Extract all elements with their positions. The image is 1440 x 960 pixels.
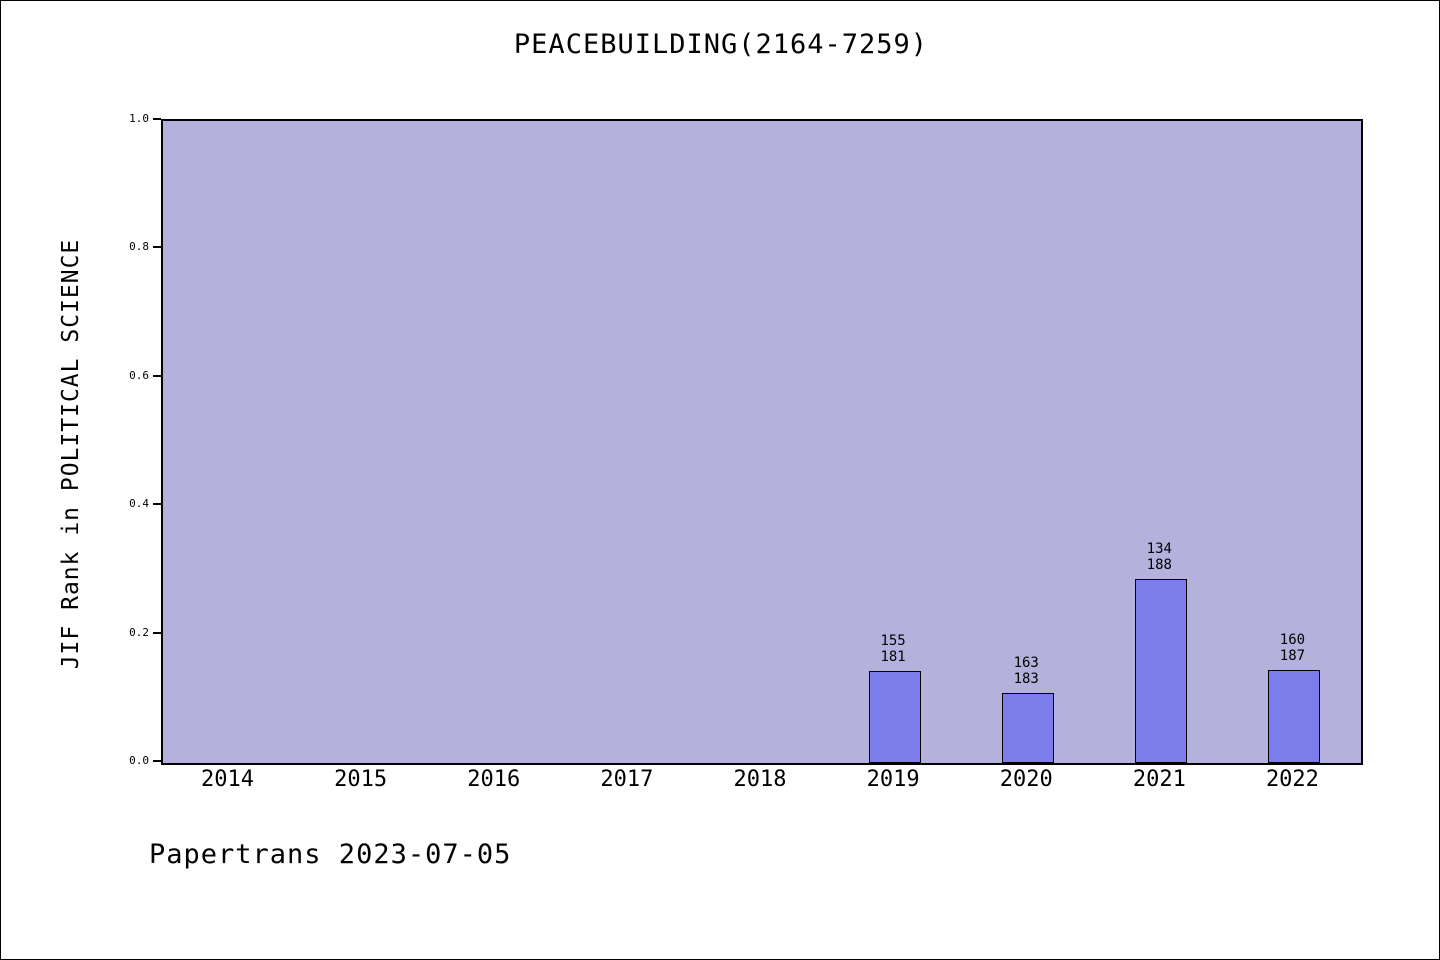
bar-annotation-2019: 155 181 <box>853 633 933 665</box>
y-tick-mark <box>153 760 161 762</box>
plot-area <box>161 119 1363 765</box>
bar-total-value: 183 <box>1013 670 1039 687</box>
bar-annotation-2021: 134 188 <box>1119 541 1199 573</box>
y-tick-mark <box>153 118 161 120</box>
x-tick-label: 2017 <box>600 767 654 792</box>
y-tick-mark <box>153 246 161 249</box>
bar-2022 <box>1268 670 1321 763</box>
y-tick-label: 0.2 <box>129 625 149 639</box>
bar-2020 <box>1002 692 1055 763</box>
x-tick-label: 2018 <box>733 767 787 792</box>
bar-annotation-2020: 163 183 <box>986 655 1066 687</box>
y-tick-label: 0.4 <box>129 497 149 511</box>
bar-2021 <box>1135 578 1188 763</box>
y-tick-label: 0.8 <box>129 240 149 254</box>
bar-total-value: 181 <box>880 648 906 665</box>
bar-rank-value: 134 <box>1146 540 1172 557</box>
x-tick-label: 2022 <box>1265 767 1319 792</box>
bar-rank-value: 160 <box>1279 632 1306 649</box>
y-tick-label: 0.6 <box>129 368 149 382</box>
chart-title: PEACEBUILDING(2164-7259) <box>513 29 929 60</box>
y-tick-mark <box>153 503 161 506</box>
bar-total-value: 188 <box>1146 556 1172 573</box>
y-axis-label: JIF Rank in POLITICAL SCIENCE <box>58 238 84 670</box>
y-tick-label: 0.0 <box>129 754 149 767</box>
bar-rank-value: 155 <box>880 632 906 649</box>
x-tick-label: 2015 <box>334 767 388 792</box>
x-tick-label: 2014 <box>201 767 255 792</box>
x-tick-label: 2020 <box>999 767 1053 792</box>
x-tick-label: 2016 <box>467 767 521 792</box>
x-tick-label: 2021 <box>1132 767 1186 792</box>
footer-caption: Papertrans 2023-07-05 <box>149 839 512 870</box>
x-tick-label: 2019 <box>866 767 920 792</box>
bar-2019 <box>869 670 922 763</box>
y-tick-mark <box>153 631 161 634</box>
bar-total-value: 187 <box>1279 648 1306 665</box>
bar-rank-value: 163 <box>1013 654 1039 671</box>
y-tick-mark <box>153 374 161 377</box>
y-tick-label: 1.0 <box>129 112 149 125</box>
bar-annotation-2022: 160 187 <box>1252 632 1332 664</box>
